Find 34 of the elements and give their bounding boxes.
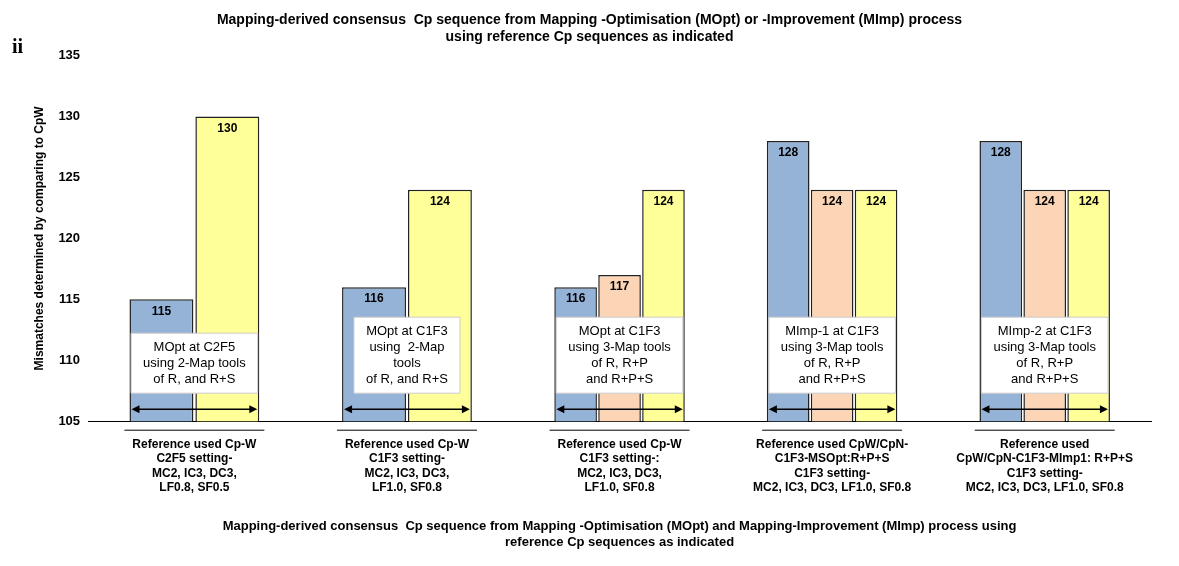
annotation: MOpt at C1F3 using 2-Map tools of R, and R+S	[365, 322, 449, 386]
annotation: MOpt at C1F3 using 3-Map tools of R, R+P and R+P+S	[568, 322, 672, 386]
data-label: 124	[429, 193, 451, 208]
data-label: 116	[364, 291, 385, 306]
x-tick-label: Reference used Cp-W C1F3 setting-: MC2, IC3, DC3, LF1.0, SF0.8	[557, 436, 683, 494]
y-tick-label: 125	[58, 169, 81, 185]
y-tick-label: 115	[59, 290, 81, 306]
y-tick-label: 105	[58, 412, 81, 428]
data-label: 130	[217, 120, 238, 135]
x-tick-label: Reference used CpW/CpN- C1F3-MSOpt:R+P+S C1F3 setting- MC2, IC3, DC3, LF1.0, SF0.8	[753, 436, 912, 494]
data-label: 115	[151, 303, 172, 318]
y-tick-label: 110	[59, 351, 81, 367]
annotation: MImp-1 at C1F3 using 3-Map tools of R, R+P and R+P+S	[780, 322, 884, 386]
data-label: 124	[822, 193, 843, 208]
data-label: 124	[1034, 193, 1056, 208]
data-label: 124	[1078, 193, 1099, 208]
annotation: MImp-2 at C1F3 using 3-Map tools of R, R+P and R+P+S	[993, 322, 1097, 386]
data-label: 128	[990, 145, 1012, 160]
x-tick-label: Reference used CpW/CpN-C1F3-MImp1: R+P+S C1F3 setting- MC2, IC3, DC3, LF1.0, SF0.8	[956, 436, 1134, 494]
annotation: MOpt at C2F5 using 2-Map tools of R, and R+S	[143, 338, 247, 386]
x-tick-label: Reference used Cp-W C2F5 setting- MC2, IC3, DC3, LF0.8, SF0.5	[132, 436, 258, 494]
chart-title: Mapping-derived consensus Cp sequence from Mapping -Optimisation (MOpt) or -Improvement (MImp) process using reference Cp sequences as indicated	[216, 11, 963, 45]
x-tick-label: Reference used Cp-W C1F3 setting- MC2, IC3, DC3, LF1.0, SF0.8	[344, 436, 470, 494]
y-axis-title: Mismatches determined by comparing to CpW	[31, 105, 46, 371]
text: ii	[12, 35, 24, 58]
x-axis-title: Mapping-derived consensus Cp sequence from Mapping -Optimisation (MOpt) and Mapping-Improvement (MImp) process using reference Cp sequences as indicated	[222, 518, 1017, 549]
data-label: 124	[866, 193, 887, 208]
data-label: 117	[609, 279, 630, 294]
data-label: 116	[565, 291, 586, 306]
data-label: 124	[653, 193, 674, 208]
y-tick-label: 135	[58, 47, 81, 63]
y-tick-label: 120	[58, 229, 81, 245]
y-tick-label: 130	[58, 108, 81, 124]
data-label: 128	[778, 145, 799, 160]
